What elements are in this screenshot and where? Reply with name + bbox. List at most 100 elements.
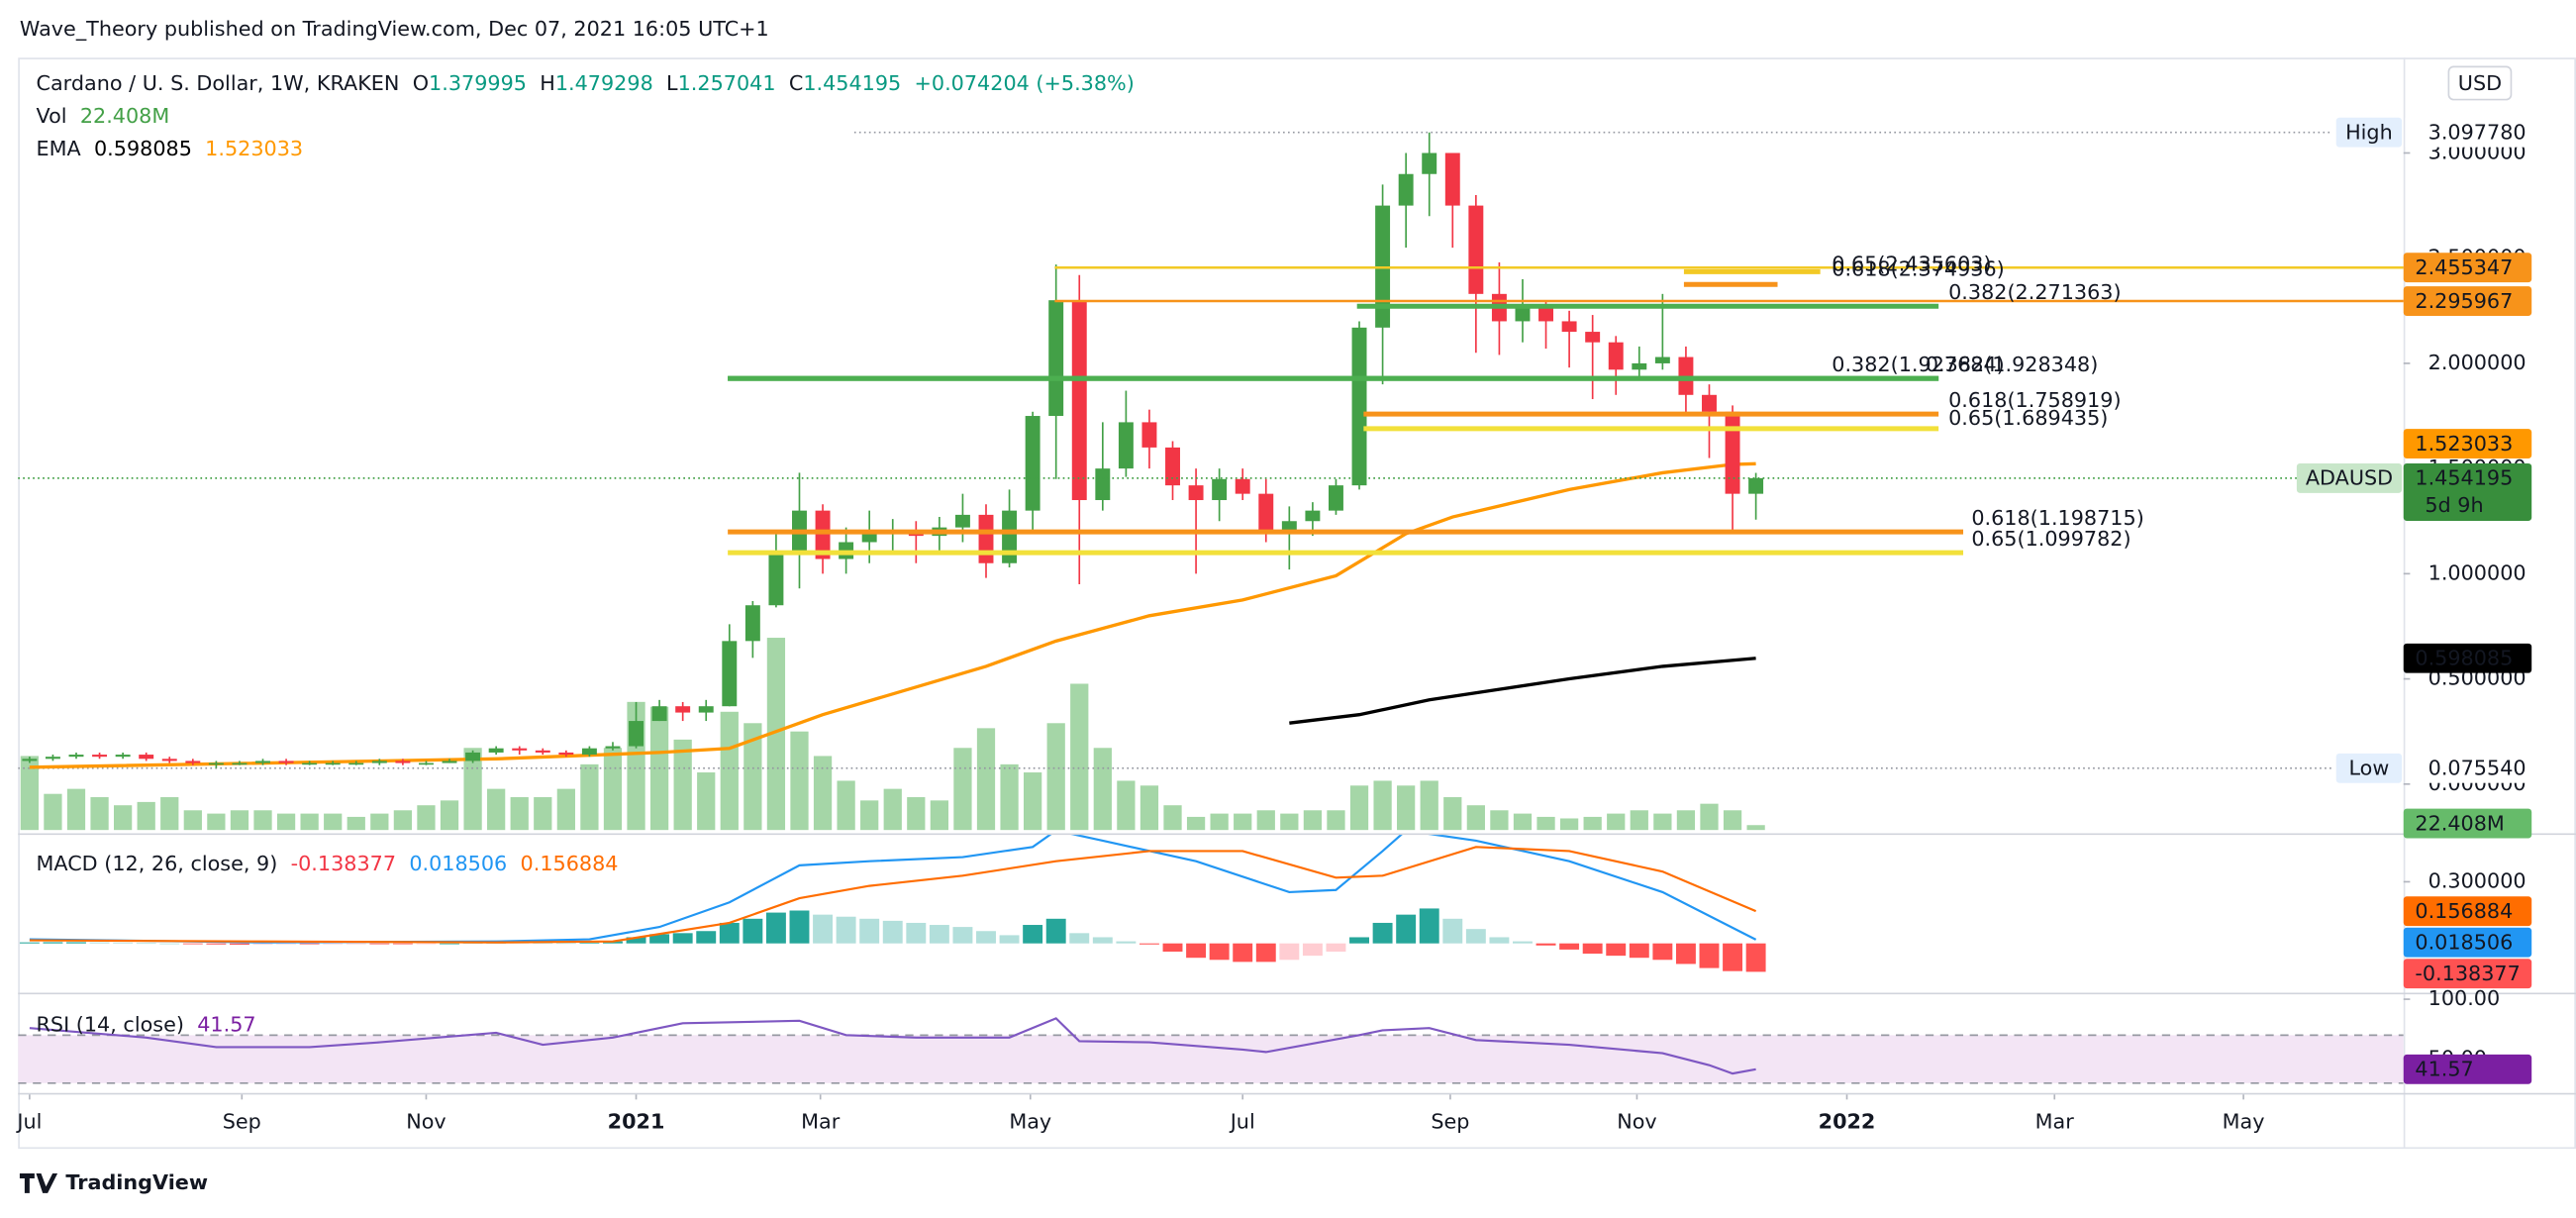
macd-histogram-bar [136, 943, 156, 945]
volume-bar [440, 800, 459, 831]
candle-body [581, 748, 597, 756]
candle-body [139, 755, 154, 760]
macd-histogram-bar [1396, 914, 1417, 944]
volume-bar [603, 748, 623, 831]
candle-body [325, 762, 341, 765]
macd-value: 0.018506 [409, 852, 507, 875]
macd-macd-tag-bg [2403, 927, 2532, 958]
legend-macd: MACD (12, 26, close, 9) -0.138377 0.018506… [37, 852, 619, 875]
logo [19, 1173, 58, 1193]
volume-bar [1163, 805, 1182, 831]
rsi-band [18, 1035, 2404, 1083]
frame [18, 57, 2576, 1150]
volume-bar [1746, 825, 1765, 831]
candle-body [1748, 477, 1764, 494]
candle-body [465, 752, 481, 761]
macd-histogram-bar [1559, 943, 1580, 950]
macd-histogram-bar [1699, 943, 1720, 968]
candle-body [954, 514, 970, 528]
volume-bar [114, 805, 133, 831]
macd-histogram-bar [1465, 929, 1486, 944]
x-tick-label: 2021 [608, 1110, 665, 1134]
volume-bar [1186, 816, 1206, 831]
macd-title: MACD (12, 26, close, 9) [37, 852, 278, 875]
currency-box[interactable] [2447, 65, 2513, 101]
macd-histogram-bar [906, 922, 927, 944]
candle-body [488, 748, 504, 753]
legend-ema: EMA 0.598085 1.523033 [37, 137, 304, 160]
ohlc-low: 1.257041 [678, 71, 776, 95]
candle-body [1538, 306, 1554, 322]
macd-histogram-bar [43, 942, 63, 944]
volume-bar [930, 800, 948, 831]
candle-body [1165, 447, 1180, 486]
volume-bar [1397, 785, 1416, 831]
x-tick-label: 2022 [1819, 1110, 1876, 1134]
candle-body [722, 641, 738, 707]
legend-rsi: RSI (14, close) 41.57 [37, 1013, 256, 1037]
candle-body [1118, 422, 1134, 469]
candle-body [1235, 478, 1250, 494]
volume-bar [66, 788, 86, 831]
extreme-value: 3.097780 [2428, 121, 2526, 145]
macd-histogram-bar [1255, 943, 1276, 963]
macd-histogram-bar [1513, 941, 1533, 944]
macd-histogram-bar [66, 942, 86, 944]
candle-body [161, 759, 177, 761]
macd-histogram-bar [416, 943, 437, 945]
candle-body [1025, 416, 1040, 511]
price-line-tag-bg [2403, 253, 2532, 283]
macd-histogram-bar [672, 933, 693, 944]
volume-bar [1583, 816, 1602, 831]
ohlc-high: 1.479298 [555, 71, 653, 95]
volume-bar [534, 797, 552, 831]
extreme-value-bg [2405, 117, 2533, 148]
macd-histogram-bar [206, 943, 227, 945]
macd-histogram-bar [1162, 943, 1183, 952]
ema-tag-bg [2403, 429, 2532, 458]
macd-signal-value: 0.156884 [521, 852, 619, 875]
volume-bar [1234, 813, 1252, 831]
volume-bar [1349, 785, 1369, 831]
legend-volume: Vol 22.408M [37, 104, 170, 128]
candle-body [278, 761, 294, 763]
volume-bar [487, 788, 506, 831]
macd-histogram-bar [1723, 943, 1743, 971]
macd-macd-tag: 0.018506 [2415, 931, 2513, 955]
currency[interactable]: USD [2458, 71, 2502, 95]
macd-histogram-bar [89, 942, 110, 944]
candle-body [1002, 510, 1018, 563]
x-tick-label: Mar [2035, 1110, 2075, 1134]
candle-body [1702, 394, 1717, 412]
volume-bar [160, 797, 179, 831]
candle-body [22, 759, 38, 761]
macd-histogram-bar [1675, 943, 1696, 964]
ema-line [29, 461, 1756, 769]
candle-body [744, 605, 760, 642]
volume-bar [44, 793, 62, 831]
x-tick-label: Jul [1229, 1110, 1255, 1134]
candle-body [255, 761, 270, 763]
macd-histogram-bar [1489, 937, 1510, 944]
volume-bar [417, 805, 436, 831]
price-line-tag: 2.455347 [2415, 255, 2513, 279]
candle-body [1398, 173, 1414, 206]
candle-body [605, 746, 621, 749]
brand: TradingView [65, 1170, 208, 1194]
candle-body [1048, 300, 1064, 417]
last-price-bg [2403, 462, 2532, 522]
candle-body [675, 706, 691, 713]
symbol-name: ADAUSD [2306, 466, 2393, 490]
volume-bar [370, 813, 389, 831]
ema-tag: 0.598085 [2415, 647, 2513, 670]
volume-bar [976, 728, 996, 831]
volume-bar [1024, 772, 1042, 831]
ema-line [1289, 657, 1756, 725]
candle-body [115, 755, 131, 758]
volume-bar [207, 813, 226, 831]
fib-level-label: 0.382(1.927684) [1832, 353, 2004, 376]
y-tick-label: 100.00 [2428, 986, 2501, 1010]
macd-histogram-bar [1442, 918, 1463, 944]
